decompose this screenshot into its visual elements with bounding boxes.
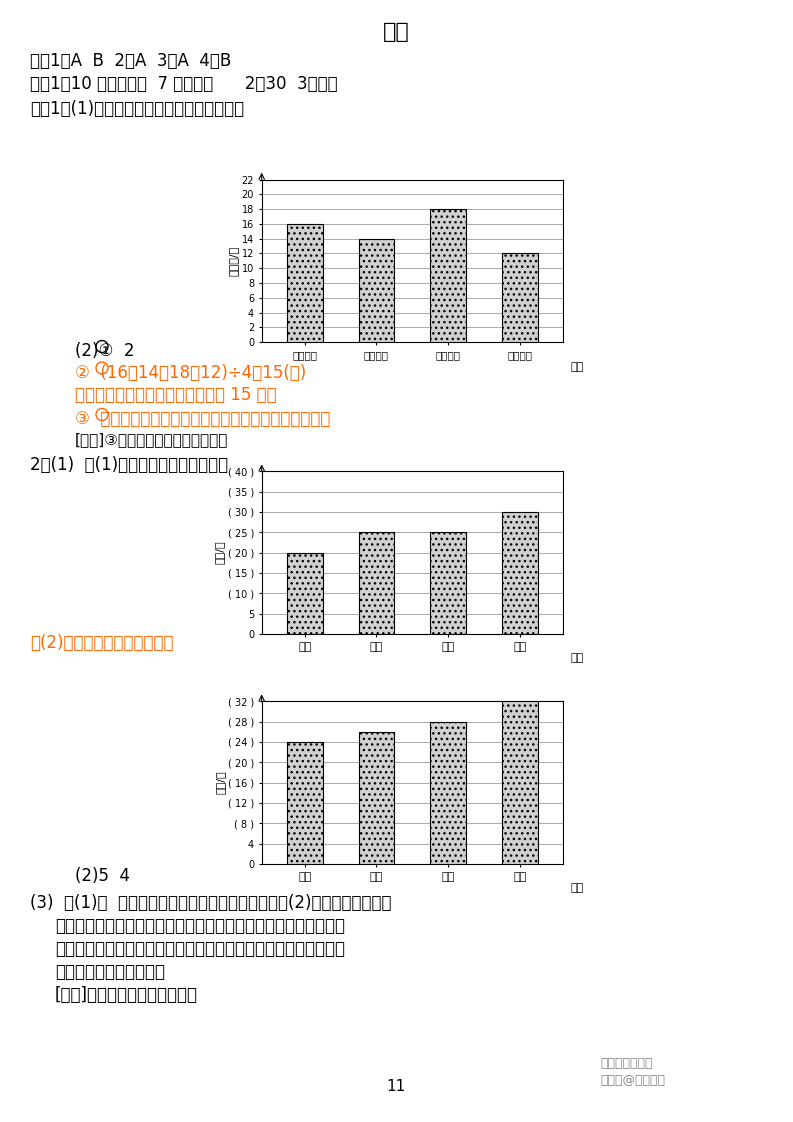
Text: 所以回收的易拉罐较少。: 所以回收的易拉罐较少。 [55, 963, 165, 981]
Text: [点拨]答案不唯一，合理即可。: [点拨]答案不唯一，合理即可。 [55, 986, 198, 1004]
Text: 中小学满分学苑: 中小学满分学苑 [600, 1057, 653, 1070]
Text: 答：红红家去年平均每个季度用水 15 吨。: 答：红红家去年平均每个季度用水 15 吨。 [75, 386, 277, 404]
Text: [点拨]③题答案不唯一，合理即可。: [点拨]③题答案不唯一，合理即可。 [75, 432, 228, 447]
Y-axis label: 数量/个: 数量/个 [215, 541, 225, 564]
Text: ③  红红家去年第三季度用水最多，第四季度用水最少。: ③ 红红家去年第三季度用水最多，第四季度用水最少。 [75, 410, 331, 427]
Text: ②  (16＋14＋18＋12)÷4＝15(吨): ② (16＋14＋18＋12)÷4＝15(吨) [75, 364, 306, 381]
Text: 四(2)班回收易拉罐情况统计图: 四(2)班回收易拉罐情况统计图 [30, 634, 174, 652]
Text: 2．(1)  四(1)班回收易拉罐情况统计图: 2．(1) 四(1)班回收易拉罐情况统计图 [30, 456, 228, 473]
Text: (2)5  4: (2)5 4 [75, 867, 130, 885]
Text: 三、1．(1)红红家去年各季度用水情况统计图: 三、1．(1)红红家去年各季度用水情况统计图 [30, 100, 244, 118]
Bar [358, 532, 394, 634]
Text: 季度: 季度 [570, 361, 584, 371]
Bar [502, 701, 538, 864]
Text: 二、1．10 小时及以上  7 小时以下      2．30  3．略。: 二、1．10 小时及以上 7 小时以下 2．30 3．略。 [30, 75, 338, 93]
Text: 搜狐号@射精漏斗: 搜狐号@射精漏斗 [600, 1074, 665, 1087]
Bar [431, 209, 466, 342]
Text: 答案: 答案 [383, 22, 409, 42]
Bar [502, 254, 538, 342]
Text: 罐最多，四月最少。因为七月天气比较炎热，人们喝饮料较多，所: 罐最多，四月最少。因为七月天气比较炎热，人们喝饮料较多，所 [55, 917, 345, 935]
Y-axis label: 数量/个: 数量/个 [215, 771, 225, 794]
Text: 11: 11 [386, 1079, 406, 1094]
Text: 月份: 月份 [570, 883, 584, 893]
Text: (3)  四(1)班  七月回收的易拉罐最多，四月最少；四(2)班七月回收的易拉: (3) 四(1)班 七月回收的易拉罐最多，四月最少；四(2)班七月回收的易拉 [30, 894, 392, 912]
Bar [358, 239, 394, 342]
Bar [502, 512, 538, 634]
Bar [287, 742, 323, 864]
Bar [287, 553, 323, 634]
Bar [431, 532, 466, 634]
Bar [358, 732, 394, 864]
Text: 月份: 月份 [570, 653, 584, 663]
Text: (2)①  2: (2)① 2 [75, 342, 135, 360]
Bar [287, 224, 323, 342]
Text: 以回收的易拉罐较多，相反，四月天气比较冷，人们喝饮料较少，: 以回收的易拉罐较多，相反，四月天气比较冷，人们喝饮料较少， [55, 940, 345, 958]
Y-axis label: 用水量/吨: 用水量/吨 [228, 246, 239, 276]
Text: 一、1．A  B  2．A  3．A  4．B: 一、1．A B 2．A 3．A 4．B [30, 52, 232, 70]
Bar [431, 721, 466, 864]
